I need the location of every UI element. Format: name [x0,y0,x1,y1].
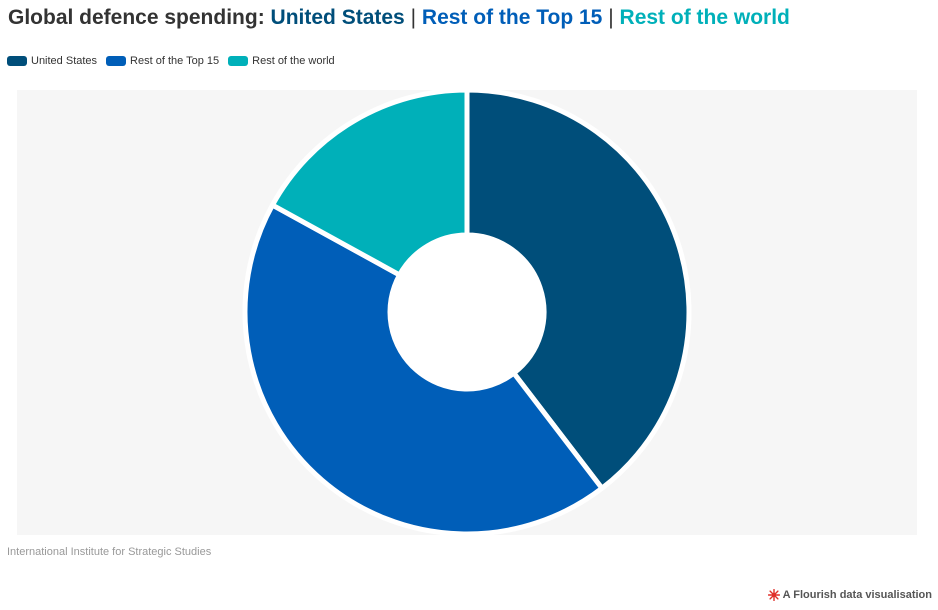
legend-item-rest-of-world[interactable]: Rest of the world [228,55,335,67]
credit-text: A Flourish data visualisation [782,589,932,601]
legend-item-rest-of-top-15[interactable]: Rest of the Top 15 [106,55,219,67]
flourish-logo-icon [767,589,780,601]
donut-slice-united-states[interactable] [464,90,692,491]
burst-ray [774,595,779,600]
donut-slice-rest-of-the-top-15[interactable] [242,202,605,535]
title-series-2: Rest of the world [619,6,790,29]
title-prefix: Global defence spending: [8,6,265,29]
burst-ray [774,590,779,595]
title-series-0: United States [270,6,405,29]
legend-swatch [106,56,127,66]
title-series-1: Rest of the Top 15 [421,6,603,29]
plot-area [17,90,917,535]
donut-slice-rest-of-the-world[interactable] [269,90,470,278]
legend-item-united-states[interactable]: United States [7,55,97,67]
source-note: International Institute for Strategic St… [7,546,212,558]
legend-swatch [7,56,27,66]
title-separator-1: | [608,6,614,29]
burst-ray [769,595,773,600]
legend-swatch [228,56,249,66]
donut-chart [242,90,692,535]
flourish-credit[interactable]: A Flourish data visualisation [767,589,932,601]
legend: United States Rest of the Top 15 Rest of… [7,55,344,67]
title-separator-0: | [410,6,417,29]
legend-label: Rest of the world [252,55,335,67]
chart-title: Global defence spending: United States |… [8,6,790,30]
legend-label: United States [31,55,98,67]
legend-label: Rest of the Top 15 [130,55,220,67]
burst-ray [769,590,773,595]
donut-hole [391,236,543,388]
